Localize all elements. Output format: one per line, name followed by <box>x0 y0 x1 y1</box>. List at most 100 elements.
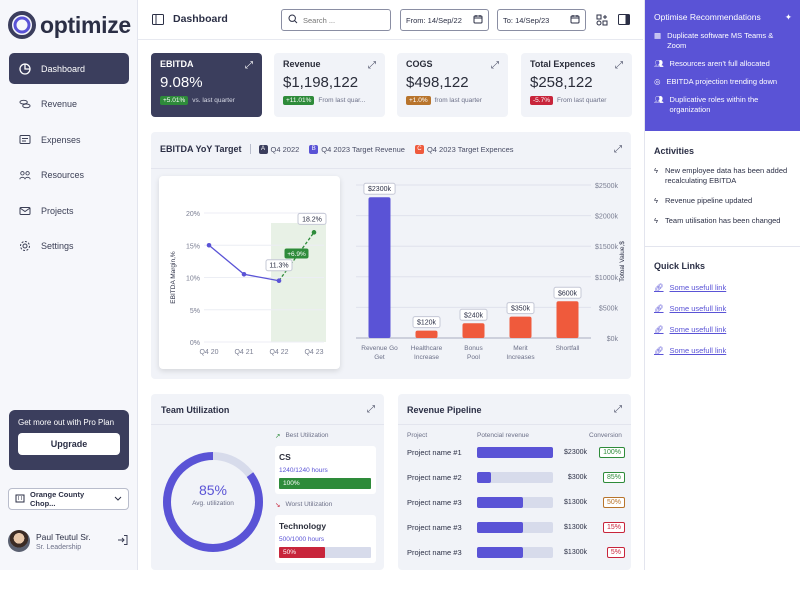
upgrade-button[interactable]: Upgrade <box>18 433 120 455</box>
revenue-fill <box>477 447 553 458</box>
recommendations-panel: Optimise Recommendations ✦ ▦ Duplicate sof… <box>645 0 800 131</box>
expand-icon[interactable]: ⤢ <box>367 404 375 415</box>
expand-icon[interactable]: ⤢ <box>614 404 622 415</box>
legend-label: Q4 2023 Target Revenue <box>321 144 405 154</box>
kpi-card-ebitda[interactable]: EBITDA ⤢ 9.08% +5.01% vs. last quarter <box>151 53 262 117</box>
change-badge: +6.9% <box>287 251 306 258</box>
sidebar-item-resources[interactable]: Resources <box>9 159 129 190</box>
kpi-card-revenue[interactable]: Revenue ⤢ $1,198,122 +11.01% From last qu… <box>274 53 385 117</box>
legend-key: B <box>309 144 319 154</box>
bar-value-label-box <box>412 316 441 329</box>
y-tick-label: $1500k <box>595 244 618 251</box>
line-chart-svg: 20% 15% 10% 5% 0% Q4 20 Q4 21 Q4 22 Q4 23 EBITDA … <box>170 211 327 356</box>
sidebar-item-label: Settings <box>41 240 74 251</box>
y-tick-label: 0% <box>190 340 200 347</box>
x-tick-label: Shortfall <box>556 345 580 352</box>
bar-value-label-box <box>553 286 582 299</box>
kpi-card-total-expenses[interactable]: Total Expences ⤢ $258,122 -5.7% From last… <box>521 53 632 117</box>
quick-link[interactable]: 🔗︎ Some usefull link <box>654 325 794 334</box>
to-date-picker[interactable]: To: 14/Sep/23 <box>497 9 586 31</box>
calendar-icon <box>473 14 483 26</box>
kpi-title: Total Expences <box>530 59 596 69</box>
top-bar: Dashboard From: 14/Sep/22 To: 14/Sep/23 <box>138 0 643 40</box>
expand-icon[interactable]: ⤢ <box>245 60 253 71</box>
value-label-box <box>265 259 293 272</box>
lightning-icon: ϟ <box>654 196 658 205</box>
quick-links-section: Quick Links 🔗︎ Some usefull link 🔗︎ Some u… <box>654 261 794 355</box>
recommendation-item[interactable]: ▦ Duplicate software MS Teams & Zoom <box>654 31 792 51</box>
sidebar-item-dashboard[interactable]: Dashboard <box>9 53 129 84</box>
kpi-card-cogs[interactable]: COGS ⤢ $498,122 +1.0% from last quarter <box>397 53 508 117</box>
quick-link[interactable]: 🔗︎ Some usefull link <box>654 346 794 355</box>
section-title: Team Utilization <box>161 405 230 415</box>
grid-icon: ▦ <box>654 31 662 40</box>
activity-item[interactable]: ϟ New employee data has been added recalc… <box>654 166 794 186</box>
app-name: optimize <box>40 11 131 38</box>
logo-icon <box>8 11 36 39</box>
link-text: Some usefull link <box>669 325 727 334</box>
revenue-amount: $300k <box>567 474 587 481</box>
revenue-track <box>477 547 553 558</box>
conversion-badge: 50% <box>602 497 625 508</box>
expand-icon[interactable]: ⤢ <box>491 60 499 71</box>
main-content: EBITDA ⤢ 9.08% +5.01% vs. last quarter Re… <box>138 40 643 570</box>
sidebar-toggle-icon[interactable] <box>152 14 164 27</box>
y-tick-label: $500k <box>599 305 619 312</box>
organization-select[interactable]: Orange County Chop... <box>8 488 129 510</box>
activity-text: Team utilisation has been changed <box>664 216 781 225</box>
x-tick-label: Q4 22 <box>269 349 288 356</box>
users-icon: 👥︎ <box>654 95 664 104</box>
sidebar-item-label: Expenses <box>41 134 81 145</box>
logout-icon[interactable] <box>117 534 129 548</box>
expand-icon[interactable]: ⤢ <box>615 60 623 71</box>
bar <box>556 301 579 338</box>
sidebar-item-revenue[interactable]: Revenue <box>9 88 129 119</box>
data-point <box>206 242 212 248</box>
sidebar-item-expenses[interactable]: Expenses <box>9 124 129 155</box>
search-input[interactable] <box>303 15 383 25</box>
quick-link[interactable]: 🔗︎ Some usefull link <box>654 304 794 313</box>
activity-item[interactable]: ϟ Revenue pipeline updated <box>654 196 794 206</box>
revenue-pipeline-card: Revenue Pipeline ⤢ Project Potencial rev… <box>398 394 631 570</box>
y-tick-label: 10% <box>186 276 200 283</box>
best-heading: ↗ Best Utilization <box>275 432 328 440</box>
pipeline-row[interactable]: Project name #3 $1300k 5% <box>407 540 625 565</box>
from-date-picker[interactable]: From: 14/Sep/22 <box>400 9 489 31</box>
value-label-box <box>297 212 327 225</box>
bar <box>462 323 485 338</box>
kpi-title: EBITDA <box>160 59 194 69</box>
avatar <box>8 530 30 552</box>
sidebar-item-label: Projects <box>41 205 74 216</box>
recommendation-item[interactable]: 👥︎ Resources aren't full allocated <box>654 59 792 69</box>
link-icon: 🔗︎ <box>654 283 664 292</box>
column-header-project: Project <box>407 432 428 439</box>
user-profile: Paul Teutul Sr. Sr. Leadership <box>8 527 133 555</box>
right-panel: Optimise Recommendations ✦ ▦ Duplicate sof… <box>644 0 800 570</box>
change-badge-box <box>284 248 309 259</box>
sidebar-item-projects[interactable]: Projects <box>9 195 129 226</box>
worst-heading: ↘ Worst Utilization <box>275 501 332 509</box>
widgets-icon[interactable] <box>596 14 608 28</box>
sidebar-item-label: Revenue <box>41 98 78 109</box>
pipeline-row[interactable]: Project name #3 $1300k 50% <box>407 490 625 515</box>
revenue-amount: $2300k <box>564 449 587 456</box>
expand-icon[interactable]: ⤢ <box>368 60 376 71</box>
y-tick-label: 15% <box>186 243 200 250</box>
panel-toggle-icon[interactable] <box>618 14 630 27</box>
column-header-revenue: Potencial revenue <box>477 432 530 439</box>
recommendation-item[interactable]: 👥︎ Duplicative roles within the organizat… <box>654 95 792 115</box>
avg-utilization-label: Avg. utilization <box>192 500 234 507</box>
pipeline-row[interactable]: Project name #2 $300k 85% <box>407 465 625 490</box>
pipeline-row[interactable]: Project name #1 $2300k 100% <box>407 440 625 465</box>
quick-link[interactable]: 🔗︎ Some usefull link <box>654 283 794 292</box>
conversion-badge: 15% <box>602 522 625 533</box>
recommendation-item[interactable]: ◎ EBITDA projection trending down <box>654 77 792 87</box>
legend-label: Q4 2023 Target Expences <box>426 144 514 154</box>
building-icon <box>15 493 25 505</box>
recommendation-text: Resources aren't full allocated <box>669 59 770 68</box>
pipeline-row[interactable]: Project name #3 $1300k 15% <box>407 515 625 540</box>
activity-item[interactable]: ϟ Team utilisation has been changed <box>654 216 794 226</box>
expand-icon[interactable]: ⤢ <box>614 144 622 155</box>
sidebar-item-settings[interactable]: Settings <box>9 230 129 261</box>
x-tick-label: Healthcare <box>411 345 443 352</box>
